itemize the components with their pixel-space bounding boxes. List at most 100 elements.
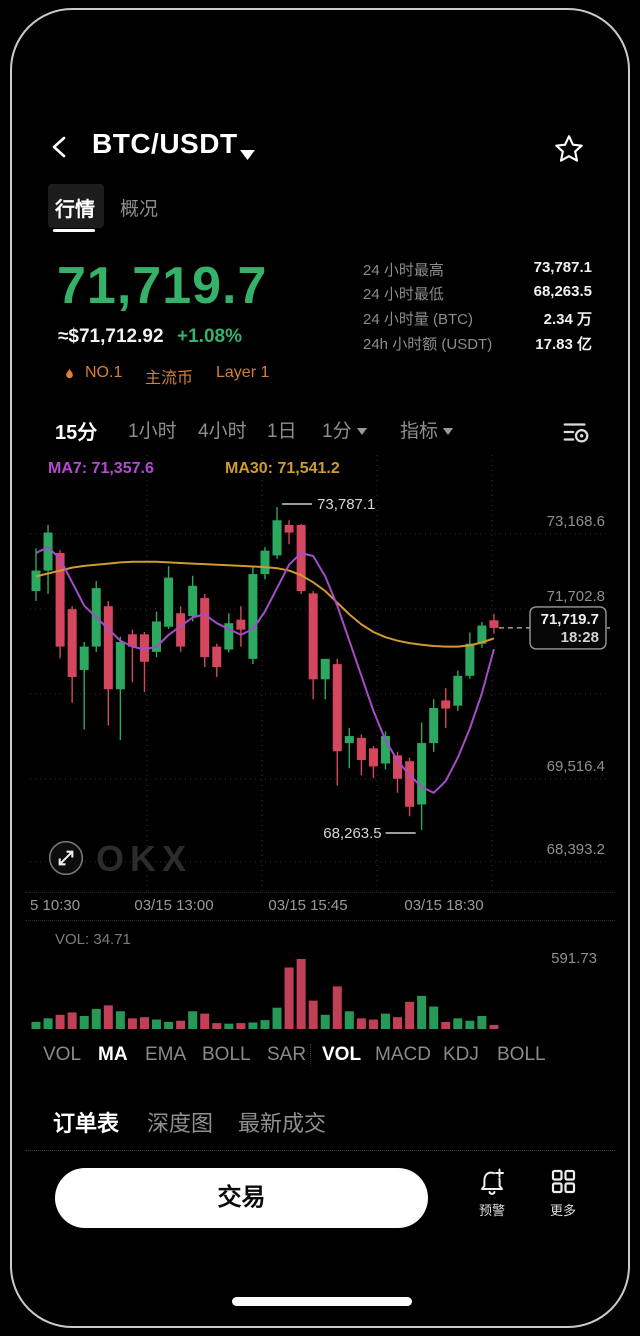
candle-body xyxy=(368,748,378,767)
tab-latest-trades[interactable]: 最新成交 xyxy=(238,1111,327,1136)
volume-bar xyxy=(115,1011,125,1029)
candle-body xyxy=(55,553,65,647)
volume-bar xyxy=(272,1007,282,1029)
x-axis-label: 03/15 15:45 xyxy=(268,897,348,914)
tab-overview[interactable]: 概况 xyxy=(120,199,159,220)
candle-body xyxy=(127,634,137,647)
favorite-star-icon[interactable] xyxy=(552,133,586,167)
divider xyxy=(25,920,615,921)
back-button[interactable] xyxy=(48,134,74,160)
grid-more-icon xyxy=(531,1166,595,1198)
candle-body xyxy=(212,646,222,668)
indicator-tab-vol-sub[interactable]: VOL xyxy=(322,1044,362,1065)
candle-body xyxy=(115,641,125,690)
volume-bar xyxy=(489,1024,499,1029)
x-axis-label: 5 10:30 xyxy=(30,897,81,914)
indicator-menu[interactable]: 指标 xyxy=(400,416,454,443)
volume-bar xyxy=(176,1020,186,1029)
timeframe-more[interactable]: 1分 xyxy=(322,416,367,443)
candle-body xyxy=(139,634,149,662)
candle-body xyxy=(284,524,294,533)
volume-chart[interactable] xyxy=(30,925,610,1035)
ma7-line xyxy=(35,546,495,794)
candle-body xyxy=(489,620,499,628)
volume-bar xyxy=(31,1021,41,1029)
badge-rank[interactable]: NO.1 xyxy=(85,364,123,381)
symbol-title[interactable]: BTC/USDT xyxy=(92,128,238,159)
alert-action[interactable]: 预警 xyxy=(460,1166,524,1219)
current-price-value: 71,719.7 xyxy=(541,611,599,628)
candle-body xyxy=(152,621,162,652)
volume-bar xyxy=(332,986,342,1029)
timeframe-1h[interactable]: 1小时 xyxy=(128,421,177,442)
badge-layer1[interactable]: Layer 1 xyxy=(216,364,270,381)
indicator-tab-kdj[interactable]: KDJ xyxy=(443,1044,479,1065)
volume-bar xyxy=(139,1017,149,1029)
volume-bar xyxy=(164,1021,174,1029)
divider xyxy=(25,892,615,893)
candle-body xyxy=(417,743,427,805)
alert-label: 预警 xyxy=(478,1203,505,1218)
symbol-dropdown-caret-icon[interactable] xyxy=(240,150,255,161)
volume-current-label: VOL: 34.71 xyxy=(55,931,131,948)
y-axis-label: 71,702.8 xyxy=(547,588,605,605)
chart-settings-icon[interactable] xyxy=(560,416,592,448)
trade-button[interactable]: 交易 xyxy=(55,1168,428,1228)
volume-bar xyxy=(248,1022,258,1029)
indicator-tab-boll[interactable]: BOLL xyxy=(202,1044,251,1065)
candle-body xyxy=(320,658,330,680)
low-annotation: 68,263.5 xyxy=(323,825,381,842)
volume-bar xyxy=(296,959,306,1029)
volume-bar xyxy=(320,1014,330,1029)
tab-market-underline xyxy=(53,229,95,232)
okx-watermark: OKX xyxy=(96,838,193,879)
candle-body xyxy=(236,619,246,630)
volume-bar xyxy=(200,1013,210,1029)
volume-bar xyxy=(43,1018,53,1029)
stat-24h-low: 24 小时最低 68,263.5 xyxy=(363,283,592,303)
volume-bar xyxy=(368,1019,378,1029)
indicator-tab-boll2[interactable]: BOLL xyxy=(497,1044,546,1065)
tab-market[interactable]: 行情 xyxy=(55,199,95,221)
candle-body xyxy=(224,623,234,650)
divider xyxy=(310,1044,311,1066)
tab-depth-chart[interactable]: 深度图 xyxy=(147,1111,214,1136)
candlestick-chart[interactable]: 73,168.6 71,702.8 69,516.4 68,393.2 73,787.1… xyxy=(30,455,610,895)
volume-bar xyxy=(429,1006,439,1029)
volume-bar xyxy=(441,1021,451,1029)
ma7-label: MA7: 71,357.6 xyxy=(48,460,154,477)
timeframe-1d[interactable]: 1日 xyxy=(267,421,297,442)
candle-body xyxy=(260,550,270,575)
volume-bar xyxy=(405,1001,415,1029)
candle-body xyxy=(405,761,415,807)
tab-order-book[interactable]: 订单表 xyxy=(53,1111,120,1136)
badge-mainstream[interactable]: 主流币 xyxy=(145,370,194,387)
candle-body xyxy=(308,593,318,680)
y-axis-label: 73,168.6 xyxy=(547,513,605,530)
more-action[interactable]: 更多 xyxy=(531,1166,595,1219)
candle-body xyxy=(164,577,174,627)
stat-24h-high: 24 小时最高 73,787.1 xyxy=(363,259,592,279)
x-axis-label: 03/15 13:00 xyxy=(134,897,214,914)
volume-bar xyxy=(393,1017,403,1029)
indicator-tab-macd[interactable]: MACD xyxy=(375,1044,431,1065)
volume-bar xyxy=(260,1020,270,1029)
last-price: 71,719.7 xyxy=(57,257,268,315)
x-axis-label: 03/15 18:30 xyxy=(404,897,484,914)
candle-body xyxy=(43,532,53,571)
fullscreen-expand-icon[interactable] xyxy=(46,838,86,878)
timeframe-15m[interactable]: 15分 xyxy=(55,422,98,444)
volume-bar xyxy=(465,1020,475,1029)
indicator-tab-ema[interactable]: EMA xyxy=(145,1044,187,1065)
home-indicator xyxy=(232,1297,412,1306)
volume-bar xyxy=(103,1005,113,1029)
y-axis-label: 69,516.4 xyxy=(547,758,605,775)
indicator-tab-vol-main[interactable]: VOL xyxy=(43,1044,82,1065)
high-annotation: 73,787.1 xyxy=(317,496,375,513)
indicator-tab-sar[interactable]: SAR xyxy=(267,1044,307,1065)
candle-body xyxy=(200,598,210,658)
indicator-tab-ma[interactable]: MA xyxy=(98,1044,128,1065)
candle-body xyxy=(380,736,390,764)
timeframe-4h[interactable]: 4小时 xyxy=(198,421,247,442)
